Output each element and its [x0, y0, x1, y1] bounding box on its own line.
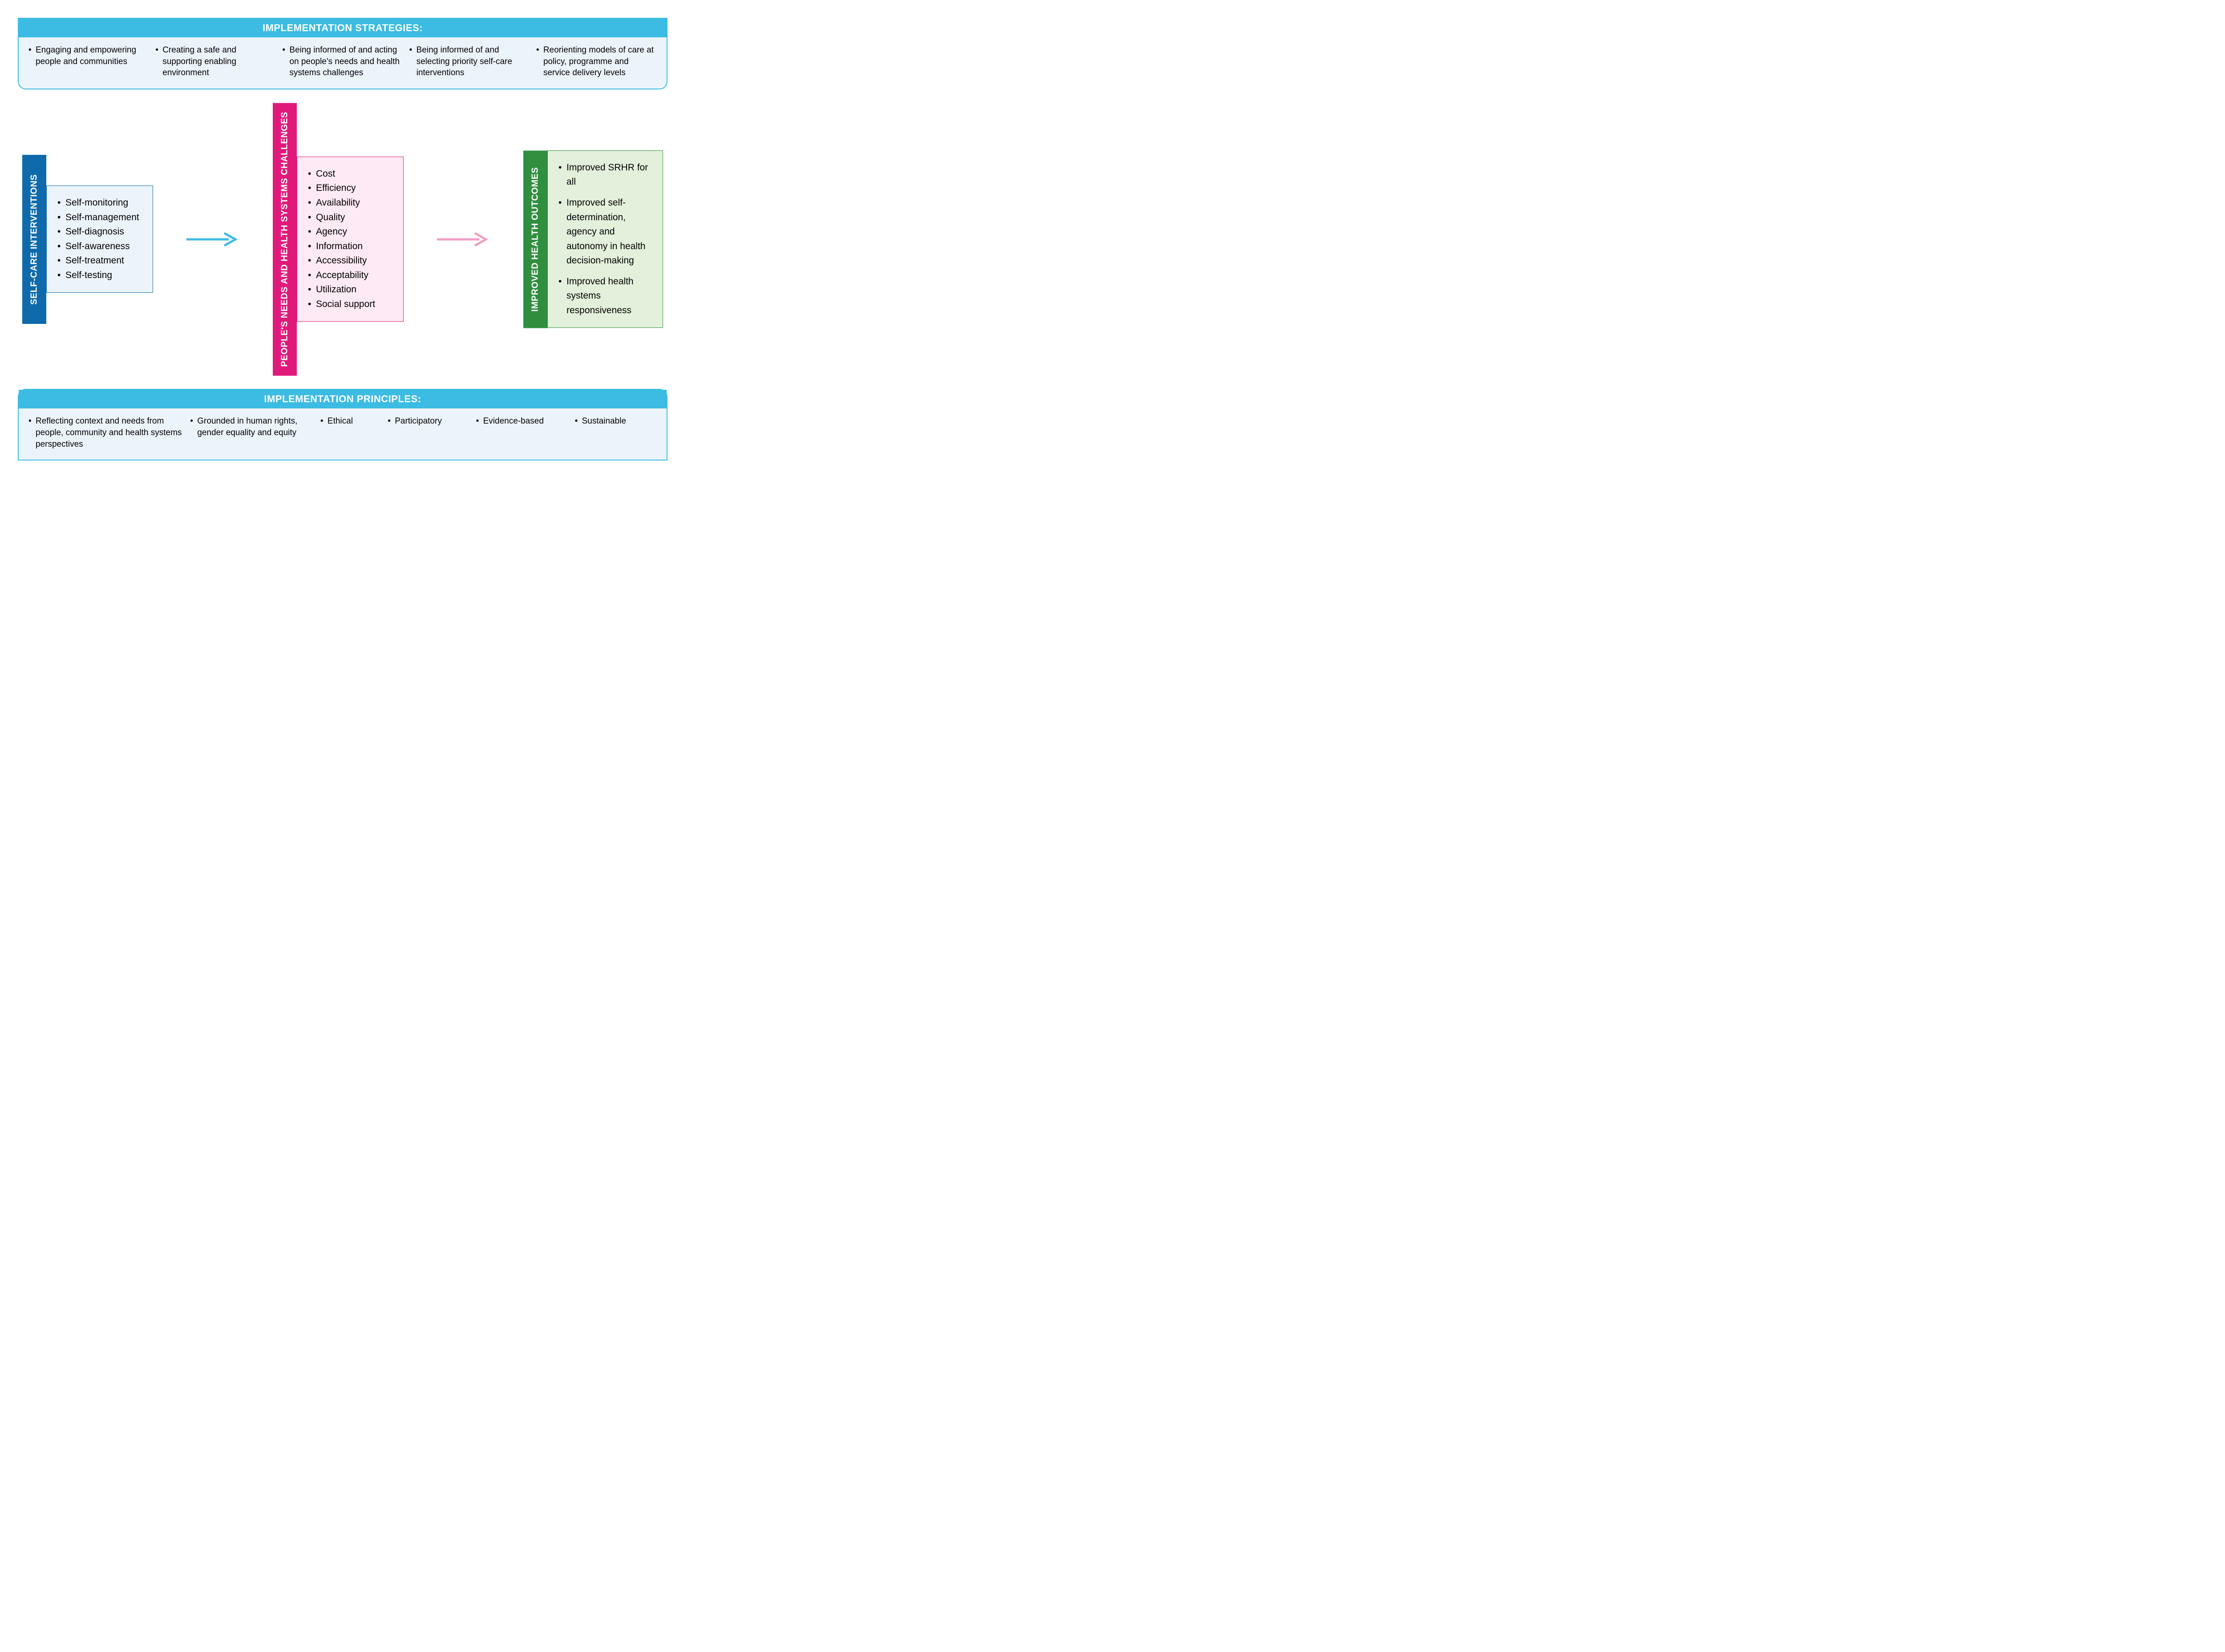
principle-item: Evidence-based [475, 416, 570, 427]
pillar-box-needs: Cost Efficiency Availability Quality Age… [297, 157, 404, 322]
needs-item: Utilization [307, 283, 391, 297]
needs-item: Accessibility [307, 254, 391, 268]
bottom-banner-body: Reflecting context and needs from people… [19, 408, 667, 460]
principle-item: Reflecting context and needs from people… [28, 416, 185, 450]
principle-col: Participatory [387, 416, 470, 450]
strategy-item: Being informed of and selecting priority… [409, 44, 531, 79]
pillar-tab-outcomes: IMPROVED HEALTH OUTCOMES [523, 150, 547, 328]
pillar-tab-needs: PEOPLE'S NEEDS AND HEALTH SYSTEMS CHALLE… [273, 103, 297, 376]
self-care-item: Self-monitoring [57, 196, 140, 210]
principle-col: Ethical [320, 416, 382, 450]
pillar-outcomes: IMPROVED HEALTH OUTCOMES Improved SRHR f… [523, 150, 663, 328]
self-care-item: Self-awareness [57, 239, 140, 254]
top-banner-title: IMPLEMENTATION STRATEGIES: [19, 19, 667, 37]
strategy-item: Being informed of and acting on people's… [281, 44, 404, 79]
principle-col: Grounded in human rights, gender equalit… [189, 416, 315, 450]
pillar-box-self-care: Self-monitoring Self-management Self-dia… [46, 186, 153, 293]
pillar-self-care: SELF-CARE INTERVENTIONS Self-monitoring … [22, 155, 153, 324]
arrow-right-icon [186, 230, 240, 248]
principle-item: Ethical [320, 416, 382, 427]
needs-item: Social support [307, 297, 391, 312]
needs-item: Agency [307, 225, 391, 239]
middle-row: SELF-CARE INTERVENTIONS Self-monitoring … [18, 103, 668, 376]
self-care-item: Self-management [57, 210, 140, 225]
arrow-right-icon [437, 230, 490, 248]
arrow-1 [186, 230, 240, 248]
bottom-banner: IMPLEMENTATION PRINCIPLES: Reflecting co… [18, 389, 668, 460]
principle-col: Reflecting context and needs from people… [28, 416, 185, 450]
principle-item: Grounded in human rights, gender equalit… [189, 416, 315, 438]
needs-item: Acceptability [307, 268, 391, 283]
pillar-box-outcomes: Improved SRHR for all Improved self-dete… [547, 150, 663, 328]
needs-item: Information [307, 239, 391, 254]
strategy-col: Creating a safe and supporting enabling … [154, 44, 277, 79]
strategy-col: Being informed of and acting on people's… [281, 44, 404, 79]
strategy-col: Reorienting models of care at policy, pr… [535, 44, 658, 79]
principle-col: Evidence-based [475, 416, 570, 450]
pillar-tab-self-care: SELF-CARE INTERVENTIONS [22, 155, 46, 324]
self-care-item: Self-diagnosis [57, 225, 140, 239]
self-care-item: Self-testing [57, 268, 140, 283]
needs-item: Cost [307, 167, 391, 182]
needs-item: Quality [307, 210, 391, 225]
self-care-item: Self-treatment [57, 254, 140, 268]
principle-col: Sustainable [574, 416, 658, 450]
principle-item: Sustainable [574, 416, 658, 427]
pillar-needs: PEOPLE'S NEEDS AND HEALTH SYSTEMS CHALLE… [273, 103, 404, 376]
top-banner: IMPLEMENTATION STRATEGIES: Engaging and … [18, 18, 668, 89]
principle-item: Participatory [387, 416, 470, 427]
bottom-banner-title: IMPLEMENTATION PRINCIPLES: [19, 390, 667, 408]
needs-item: Availability [307, 196, 391, 210]
outcome-item: Improved SRHR for all [558, 161, 650, 190]
outcome-item: Improved health systems responsiveness [558, 275, 650, 318]
strategy-item: Creating a safe and supporting enabling … [154, 44, 277, 79]
top-banner-body: Engaging and empowering people and commu… [19, 37, 667, 89]
arrow-2 [437, 230, 490, 248]
strategy-col: Engaging and empowering people and commu… [28, 44, 150, 79]
strategy-item: Reorienting models of care at policy, pr… [535, 44, 658, 79]
strategy-item: Engaging and empowering people and commu… [28, 44, 150, 67]
needs-item: Efficiency [307, 181, 391, 196]
strategy-col: Being informed of and selecting priority… [409, 44, 531, 79]
outcome-item: Improved self-determination, agency and … [558, 196, 650, 268]
